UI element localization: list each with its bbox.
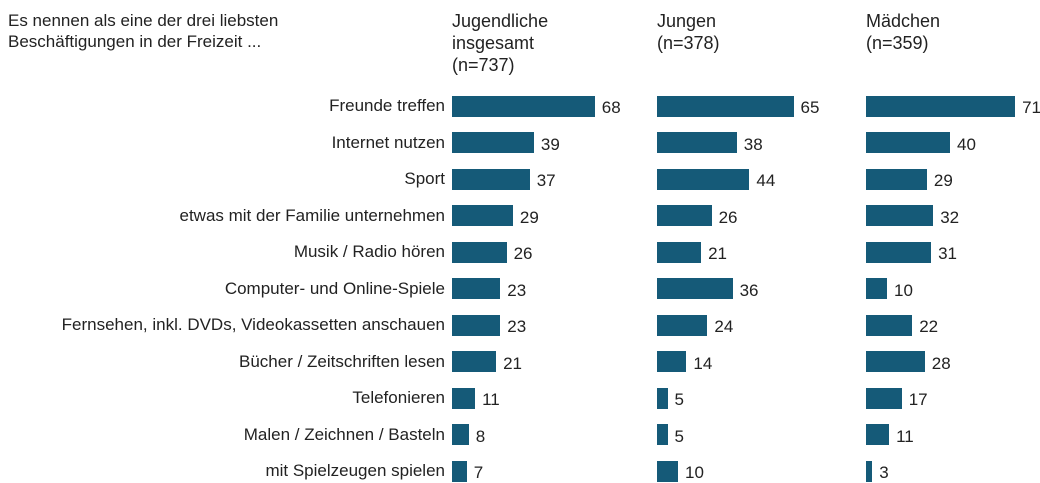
value-label: 23 <box>507 280 527 300</box>
bar <box>657 351 687 372</box>
value-label: 21 <box>503 353 523 373</box>
bar <box>657 278 733 299</box>
bar <box>866 387 902 409</box>
value-label: 39 <box>540 134 560 154</box>
bar <box>657 424 668 445</box>
bar <box>866 278 887 299</box>
category-label: Freunde treffen <box>329 96 445 115</box>
value-label: 38 <box>743 134 763 154</box>
category-label: Musik / Radio hören <box>293 242 445 261</box>
category-label: Bücher / Zeitschriften lesen <box>239 351 445 371</box>
category-label: Fernsehen, inkl. DVDs, Videokassetten an… <box>61 315 445 334</box>
bar <box>657 314 708 336</box>
category-label: Computer- und Online-Spiele <box>224 278 445 298</box>
bar <box>452 168 530 190</box>
value-label: 14 <box>693 353 713 373</box>
value-label: 44 <box>756 171 776 190</box>
category-label: mit Spielzeugen spielen <box>265 461 445 480</box>
bar <box>452 95 595 117</box>
bar <box>866 132 950 153</box>
bar <box>866 168 927 190</box>
bar <box>657 387 668 409</box>
value-label: 17 <box>908 390 928 409</box>
bar <box>866 314 913 336</box>
bar <box>452 241 507 263</box>
category-label: Sport <box>404 169 445 188</box>
bar <box>452 278 501 299</box>
bar <box>657 460 678 482</box>
bar <box>452 351 497 372</box>
bar <box>657 205 712 226</box>
bar <box>452 132 534 153</box>
value-label: 3 <box>879 463 889 482</box>
bar <box>452 314 501 336</box>
bar <box>452 424 469 445</box>
bar <box>452 460 467 482</box>
category-label: etwas mit der Familie unternehmen <box>179 205 445 225</box>
value-label: 10 <box>685 463 704 482</box>
value-label: 11 <box>896 426 914 446</box>
panel-header: Mädchen (n=359) <box>866 11 941 53</box>
value-label: 26 <box>513 244 533 263</box>
value-label: 71 <box>1022 98 1040 117</box>
value-label: 22 <box>919 317 939 336</box>
value-label: 32 <box>940 207 960 227</box>
value-label: 21 <box>708 244 728 263</box>
bar <box>657 241 702 263</box>
bar <box>452 205 513 226</box>
bar <box>866 424 890 445</box>
value-label: 26 <box>718 207 738 227</box>
category-label: Malen / Zeichnen / Basteln <box>243 424 445 444</box>
value-label: 68 <box>601 98 621 117</box>
value-label: 28 <box>931 353 951 373</box>
value-label: 31 <box>938 244 958 263</box>
bar <box>866 205 934 226</box>
category-label: Telefonieren <box>352 388 445 407</box>
bar <box>866 460 873 482</box>
value-label: 10 <box>894 280 913 300</box>
bar <box>866 95 1016 117</box>
bar <box>657 132 737 153</box>
value-label: 5 <box>674 390 684 409</box>
value-label: 40 <box>957 134 976 154</box>
category-label: Internet nutzen <box>331 132 445 152</box>
panel-header: Jungen (n=378) <box>657 11 720 53</box>
bar <box>866 241 932 263</box>
bar <box>657 168 750 190</box>
value-label: 24 <box>714 317 734 336</box>
value-label: 23 <box>507 317 527 336</box>
chart-title: Es nennen als eine der drei liebsten Bes… <box>8 11 279 51</box>
value-label: 29 <box>933 171 953 190</box>
value-label: 29 <box>519 207 539 227</box>
bar <box>866 351 925 372</box>
value-label: 36 <box>739 280 759 300</box>
bar <box>657 95 794 117</box>
value-label: 11 <box>482 390 500 409</box>
value-label: 37 <box>536 171 556 190</box>
bar <box>452 387 476 409</box>
value-label: 8 <box>475 426 486 446</box>
value-label: 7 <box>473 463 484 482</box>
value-label: 5 <box>674 426 684 446</box>
panel-header: Jugendliche insgesamt (n=737) <box>452 11 549 75</box>
value-label: 65 <box>800 98 820 117</box>
